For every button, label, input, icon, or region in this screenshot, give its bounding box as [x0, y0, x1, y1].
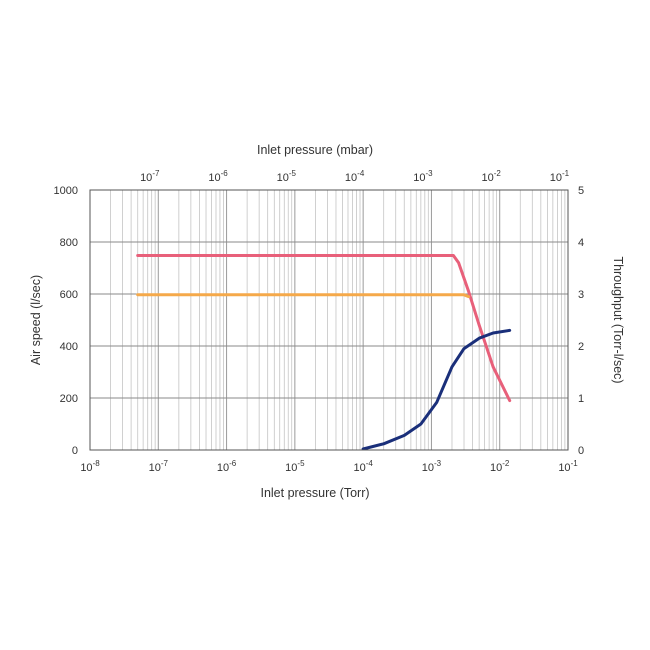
x-tick-label-bottom: 10-5 [285, 459, 305, 474]
y-tick-label-right: 0 [578, 445, 584, 457]
y-axis-title-right: Throughput (Torr-l/sec) [611, 256, 625, 383]
x-tick-label-bottom: 10-2 [490, 459, 510, 474]
x-tick-label-bottom: 10-1 [558, 459, 578, 474]
x-tick-label-bottom: 10-4 [353, 459, 373, 474]
y-axis-title-left: Air speed (l/sec) [29, 275, 43, 365]
x-tick-label-top: 10-7 [140, 169, 160, 184]
y-tick-label-left: 200 [60, 393, 78, 405]
y-tick-label-left: 600 [60, 289, 78, 301]
x-axis-title-bottom: Inlet pressure (Torr) [260, 486, 369, 500]
series-lines [136, 254, 512, 451]
y-tick-label-left: 0 [72, 445, 78, 457]
x-tick-label-top: 10-5 [277, 169, 297, 184]
series-line-2 [136, 293, 471, 299]
x-tick-label-top: 10-6 [208, 169, 228, 184]
y-tick-label-left: 800 [60, 237, 78, 249]
x-tick-label-bottom: 10-3 [422, 459, 442, 474]
y-tick-label-right: 1 [578, 393, 584, 405]
x-axis-title-top: Inlet pressure (mbar) [257, 143, 373, 157]
y-tick-label-right: 3 [578, 289, 584, 301]
x-tick-label-top: 10-2 [481, 169, 501, 184]
y-tick-label-right: 5 [578, 185, 584, 197]
plot-background [90, 190, 568, 450]
series-line-3 [361, 328, 512, 451]
y-tick-label-left: 400 [60, 341, 78, 353]
x-tick-label-top: 10-3 [413, 169, 433, 184]
x-tick-label-bottom: 10-6 [217, 459, 237, 474]
x-tick-label-bottom: 10-7 [149, 459, 169, 474]
tick-labels: 10-8 10-7 10-6 10-5 10-4 10-3 10-2 10-1 10-7 10-6… [54, 169, 585, 474]
plot-frame [89, 189, 569, 451]
y-tick-label-right: 4 [578, 237, 584, 249]
series-line-1 [136, 254, 512, 403]
y-tick-label-right: 2 [578, 341, 584, 353]
x-tick-label-top: 10-4 [345, 169, 365, 184]
y-tick-label-left: 1000 [54, 185, 78, 197]
x-tick-label-bottom: 10-8 [80, 459, 100, 474]
x-tick-label-top: 10-1 [550, 169, 570, 184]
